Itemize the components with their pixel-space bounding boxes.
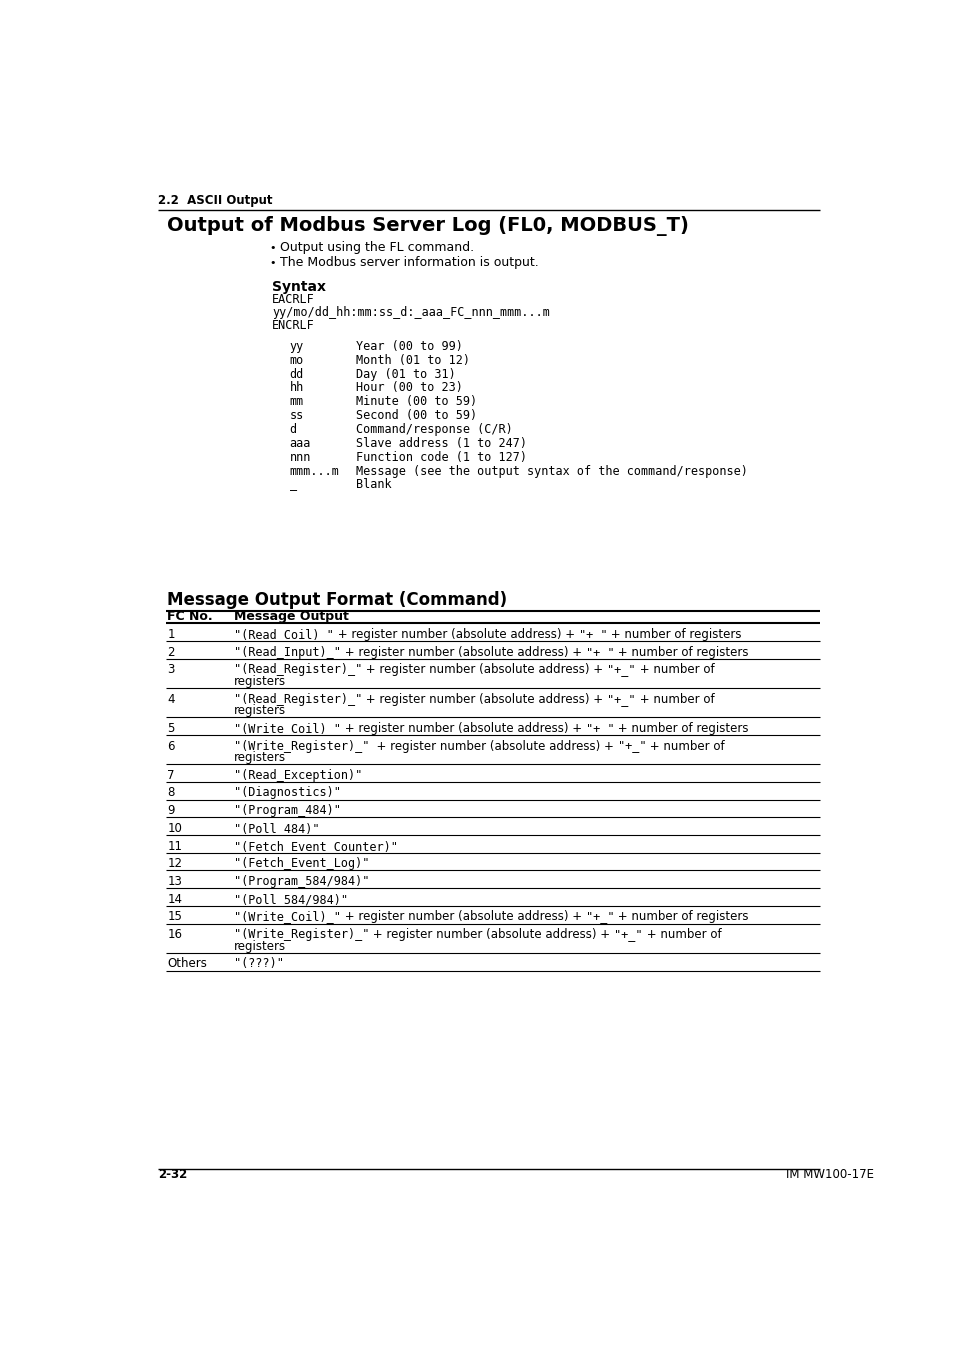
Text: nnn: nnn xyxy=(290,451,311,464)
Text: "(Fetch_Event_Counter)": "(Fetch_Event_Counter)" xyxy=(233,840,397,853)
Text: 15: 15 xyxy=(167,910,182,923)
Text: 4: 4 xyxy=(167,693,174,706)
Text: "+_": "+_" xyxy=(578,628,606,641)
Text: •: • xyxy=(270,243,275,254)
Text: 5: 5 xyxy=(167,722,174,734)
Text: Hour (00 to 23): Hour (00 to 23) xyxy=(355,382,462,394)
Text: EACRLF: EACRLF xyxy=(272,293,314,306)
Text: ENCRLF: ENCRLF xyxy=(272,319,314,332)
Text: 14: 14 xyxy=(167,892,182,906)
Text: + number of: + number of xyxy=(646,740,724,752)
Text: "(???)": "(???)" xyxy=(233,957,284,971)
Text: 8: 8 xyxy=(167,787,174,799)
Text: 2.2  ASCII Output: 2.2 ASCII Output xyxy=(158,194,273,208)
Text: Function code (1 to 127): Function code (1 to 127) xyxy=(355,451,526,464)
Text: mmm...m: mmm...m xyxy=(290,464,339,478)
Text: Others: Others xyxy=(167,957,207,971)
Text: 3: 3 xyxy=(167,663,174,676)
Text: "(Poll_584/984)": "(Poll_584/984)" xyxy=(233,892,348,906)
Text: 2: 2 xyxy=(167,645,174,659)
Text: + register number (absolute address) +: + register number (absolute address) + xyxy=(369,740,618,752)
Text: Message Output Format (Command): Message Output Format (Command) xyxy=(167,591,507,609)
Text: + number of registers: + number of registers xyxy=(614,645,748,659)
Text: "(Write_Coil)_": "(Write_Coil)_" xyxy=(233,910,340,923)
Text: 10: 10 xyxy=(167,822,182,834)
Text: Message (see the output syntax of the command/response): Message (see the output syntax of the co… xyxy=(355,464,747,478)
Text: + register number (absolute address) +: + register number (absolute address) + xyxy=(340,910,585,923)
Text: Month (01 to 12): Month (01 to 12) xyxy=(355,354,469,367)
Text: "(Read_Coil)_": "(Read_Coil)_" xyxy=(233,628,334,641)
Text: "(Program_584/984)": "(Program_584/984)" xyxy=(233,875,369,888)
Text: "+_": "+_" xyxy=(606,663,635,676)
Text: registers: registers xyxy=(233,751,286,764)
Text: d: d xyxy=(290,423,296,436)
Text: + register number (absolute address) +: + register number (absolute address) + xyxy=(369,929,614,941)
Text: "(Read_Input)_": "(Read_Input)_" xyxy=(233,645,340,659)
Text: + register number (absolute address) +: + register number (absolute address) + xyxy=(340,722,585,734)
Text: registers: registers xyxy=(233,940,286,953)
Text: "(Program_484)": "(Program_484)" xyxy=(233,805,340,817)
Text: + number of: + number of xyxy=(635,663,714,676)
Text: Blank: Blank xyxy=(355,478,391,491)
Text: 11: 11 xyxy=(167,840,182,853)
Text: FC No.: FC No. xyxy=(167,610,213,624)
Text: Minute (00 to 59): Minute (00 to 59) xyxy=(355,396,476,408)
Text: "+_": "+_" xyxy=(606,693,635,706)
Text: + register number (absolute address) +: + register number (absolute address) + xyxy=(362,663,606,676)
Text: + register number (absolute address) +: + register number (absolute address) + xyxy=(340,645,585,659)
Text: yy/mo/dd_hh:mm:ss_d:_aaa_FC_nnn_mmm...m: yy/mo/dd_hh:mm:ss_d:_aaa_FC_nnn_mmm...m xyxy=(272,306,549,319)
Text: "(Read_Register)_": "(Read_Register)_" xyxy=(233,663,362,676)
Text: mo: mo xyxy=(290,354,304,367)
Text: 2-32: 2-32 xyxy=(158,1168,187,1181)
Text: IM MW100-17E: IM MW100-17E xyxy=(785,1168,873,1181)
Text: "(Diagnostics)": "(Diagnostics)" xyxy=(233,787,340,799)
Text: + number of: + number of xyxy=(635,693,714,706)
Text: "(Read_Register)_": "(Read_Register)_" xyxy=(233,693,362,706)
Text: + number of registers: + number of registers xyxy=(606,628,740,641)
Text: "(Write_Coil)_": "(Write_Coil)_" xyxy=(233,722,340,734)
Text: + register number (absolute address) +: + register number (absolute address) + xyxy=(334,628,578,641)
Text: 13: 13 xyxy=(167,875,182,888)
Text: mm: mm xyxy=(290,396,304,408)
Text: "(Read_Exception)": "(Read_Exception)" xyxy=(233,768,362,782)
Text: Command/response (C/R): Command/response (C/R) xyxy=(355,423,512,436)
Text: registers: registers xyxy=(233,705,286,717)
Text: 12: 12 xyxy=(167,857,182,871)
Text: 9: 9 xyxy=(167,805,174,817)
Text: 1: 1 xyxy=(167,628,174,641)
Text: aaa: aaa xyxy=(290,437,311,450)
Text: 16: 16 xyxy=(167,929,182,941)
Text: Output using the FL command.: Output using the FL command. xyxy=(279,242,474,254)
Text: + number of: + number of xyxy=(642,929,720,941)
Text: Message Output: Message Output xyxy=(233,610,349,624)
Text: + number of registers: + number of registers xyxy=(614,722,748,734)
Text: "(Poll_484)": "(Poll_484)" xyxy=(233,822,319,834)
Text: ss: ss xyxy=(290,409,304,423)
Text: Year (00 to 99): Year (00 to 99) xyxy=(355,340,462,352)
Text: dd: dd xyxy=(290,367,304,381)
Text: registers: registers xyxy=(233,675,286,688)
Text: yy: yy xyxy=(290,340,304,352)
Text: "+_": "+_" xyxy=(585,910,614,923)
Text: "+_": "+_" xyxy=(585,645,614,659)
Text: Day (01 to 31): Day (01 to 31) xyxy=(355,367,455,381)
Text: The Modbus server information is output.: The Modbus server information is output. xyxy=(279,256,537,269)
Text: "(Fetch_Event_Log)": "(Fetch_Event_Log)" xyxy=(233,857,369,871)
Text: "+_": "+_" xyxy=(585,722,614,734)
Text: _: _ xyxy=(290,478,296,491)
Text: Slave address (1 to 247): Slave address (1 to 247) xyxy=(355,437,526,450)
Text: "(Write_Register)_": "(Write_Register)_" xyxy=(233,740,369,752)
Text: "(Write_Register)_": "(Write_Register)_" xyxy=(233,929,369,941)
Text: Output of Modbus Server Log (FL0, MODBUS_T): Output of Modbus Server Log (FL0, MODBUS… xyxy=(167,216,688,236)
Text: Second (00 to 59): Second (00 to 59) xyxy=(355,409,476,423)
Text: 6: 6 xyxy=(167,740,174,752)
Text: 7: 7 xyxy=(167,768,174,782)
Text: + register number (absolute address) +: + register number (absolute address) + xyxy=(362,693,606,706)
Text: "+_": "+_" xyxy=(618,740,646,752)
Text: •: • xyxy=(270,258,275,267)
Text: Syntax: Syntax xyxy=(272,279,326,293)
Text: "+_": "+_" xyxy=(614,929,642,941)
Text: hh: hh xyxy=(290,382,304,394)
Text: + number of registers: + number of registers xyxy=(614,910,748,923)
